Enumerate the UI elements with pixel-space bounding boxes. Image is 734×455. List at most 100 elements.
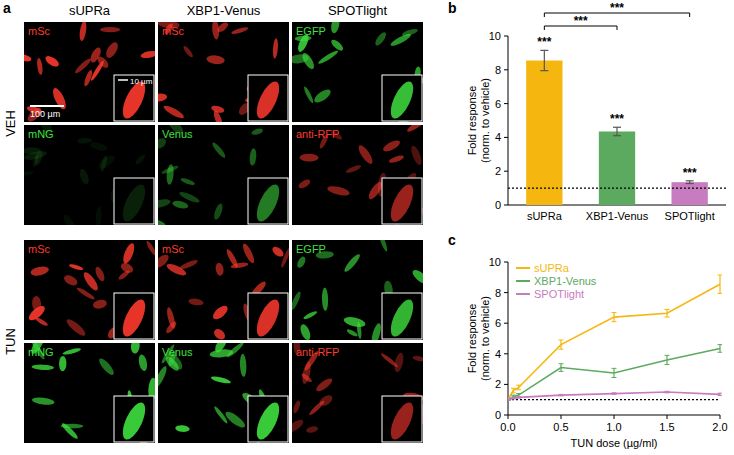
y-tick-label: 8: [495, 287, 501, 299]
cell: [162, 103, 185, 120]
column-header: SPOTlight: [328, 3, 388, 18]
y-axis: [508, 36, 509, 205]
x-tick: [667, 415, 668, 419]
cell: [182, 45, 194, 59]
cell: [100, 27, 120, 32]
error-bar: [665, 391, 670, 393]
error-stem: [666, 355, 667, 364]
error-bar: [516, 397, 521, 399]
y-tick: [504, 171, 508, 172]
column-header: sUPRa: [69, 3, 111, 18]
inset: [248, 178, 288, 224]
bar: [672, 182, 708, 205]
scale-bar-label: 10 µm: [130, 77, 153, 86]
error-cap: [665, 391, 670, 392]
cell: [292, 291, 302, 312]
cell: [31, 364, 54, 370]
image-background: [158, 22, 289, 122]
image-background: [24, 125, 155, 225]
error-stem: [613, 368, 614, 377]
cell: [298, 323, 312, 340]
error-cap: [612, 321, 617, 322]
error-cap: [516, 396, 521, 397]
micrograph: [158, 125, 289, 225]
channel-label: mSc: [28, 25, 51, 37]
cell: [94, 266, 107, 283]
axis-title-line: (norm. to vehicle): [479, 78, 491, 163]
cell: [303, 86, 315, 104]
cell: [206, 54, 225, 65]
inset: [382, 178, 422, 224]
error-cap: [540, 70, 548, 71]
cell: [77, 137, 92, 143]
legend-swatch: [516, 280, 530, 282]
micrograph: [292, 240, 423, 340]
cell: [69, 263, 84, 271]
cell: [33, 149, 44, 166]
cell: [137, 354, 148, 372]
error-cap: [511, 388, 516, 389]
cell: [241, 242, 256, 264]
cell: [382, 138, 402, 153]
cell: [239, 354, 246, 378]
reference-line: [508, 399, 720, 400]
cell: [145, 240, 155, 257]
inset-cell: [386, 399, 417, 442]
cell: [409, 144, 423, 166]
cell: [104, 40, 121, 59]
micrograph: [24, 125, 155, 225]
error-cap: [508, 400, 511, 401]
inset: [382, 293, 422, 339]
y-axis: [508, 262, 509, 415]
row-label: TUN: [3, 328, 18, 355]
inset-cell: [386, 181, 417, 224]
cell: [78, 168, 90, 186]
error-cap: [665, 355, 670, 356]
y-tick-label: 10: [489, 30, 501, 42]
error-bar: [686, 181, 694, 184]
cell: [410, 268, 423, 286]
inset: [114, 178, 154, 224]
cell: [412, 355, 423, 363]
error-bar: [508, 399, 511, 401]
legend: sUPRaXBP1-VenusSPOTlight: [516, 262, 597, 300]
cell: [230, 262, 248, 270]
error-stem: [544, 50, 545, 70]
cell: [223, 409, 247, 430]
error-bar: [613, 127, 621, 135]
cell: [296, 255, 307, 269]
inset: [114, 293, 154, 339]
micrograph: [158, 240, 289, 340]
cell: [27, 304, 48, 323]
cell: [210, 375, 231, 385]
cell: [158, 365, 169, 389]
image-background: [292, 343, 423, 443]
axis-title-line: Fold response: [466, 304, 478, 374]
error-cap: [516, 398, 521, 399]
cell: [209, 348, 233, 358]
y-tick-label: 0: [495, 409, 501, 421]
cell: [326, 184, 350, 197]
error-cap: [511, 392, 516, 393]
inset: [382, 75, 422, 121]
cell: [249, 148, 257, 166]
inset-cell: [252, 78, 283, 121]
cell: [292, 400, 301, 414]
cell: [346, 328, 359, 338]
cell: [117, 269, 130, 281]
error-cap: [718, 275, 723, 276]
channel-label: EGFP: [296, 25, 326, 37]
error-cap: [511, 397, 516, 398]
error-bar: [718, 275, 723, 293]
cell: [406, 125, 423, 134]
cell: [50, 86, 68, 111]
cell: [158, 198, 171, 210]
cell: [61, 213, 77, 225]
error-bar: [612, 393, 617, 395]
y-tick: [504, 103, 508, 104]
cell: [140, 50, 155, 60]
error-stem: [560, 340, 561, 349]
cell: [97, 356, 116, 376]
cell: [212, 327, 227, 340]
cell: [96, 55, 111, 70]
